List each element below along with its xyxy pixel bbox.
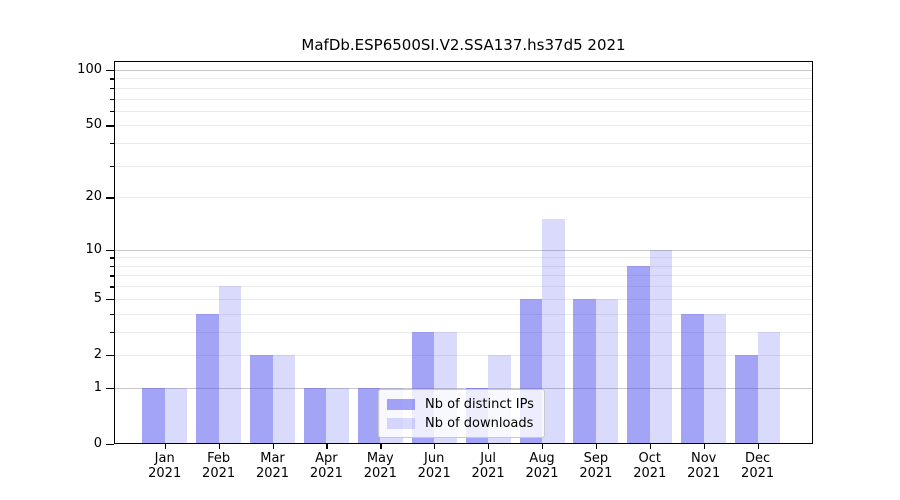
x-tick-label-mar: Mar 2021 (255, 451, 290, 481)
bar-nov-distinct-ips (681, 313, 704, 444)
x-tick-mark (757, 444, 759, 449)
bar-sep-distinct-ips (573, 298, 596, 444)
plot-area (114, 61, 813, 445)
minor-gridline (114, 313, 813, 315)
x-tick-mark (272, 444, 274, 449)
y-minor-tick-mark (110, 143, 114, 145)
y-tick-label: 10 (85, 241, 102, 257)
bar-oct-downloads (649, 249, 673, 444)
x-tick-mark (434, 444, 436, 449)
y-tick-label: 5 (93, 290, 102, 306)
bar-may-distinct-ips (357, 387, 381, 444)
bar-feb-downloads (218, 286, 242, 444)
y-tick-label: 20 (85, 189, 102, 205)
y-tick-mark (106, 69, 114, 72)
x-tick-mark (703, 444, 705, 449)
x-tick-label-nov: Nov 2021 (687, 451, 721, 481)
x-tick-mark (488, 444, 490, 449)
y-tick-mark (106, 125, 114, 127)
x-tick-label-apr: Apr 2021 (309, 451, 343, 481)
y-minor-tick-mark (110, 87, 114, 90)
y-tick-label: 50 (85, 117, 102, 133)
minor-gridline (114, 331, 813, 333)
major-gridline (114, 69, 813, 71)
y-minor-tick-mark (110, 313, 114, 315)
major-gridline (114, 387, 813, 389)
minor-gridline (114, 265, 813, 267)
y-tick-mark (106, 387, 114, 390)
legend-swatch-downloads (387, 417, 415, 429)
minor-gridline (114, 143, 813, 145)
bar-oct-distinct-ips (627, 265, 650, 444)
bar-aug-downloads (542, 219, 565, 444)
minor-gridline (114, 98, 813, 100)
x-tick-label-dec: Dec 2021 (741, 451, 775, 481)
y-minor-tick-mark (110, 165, 114, 167)
x-tick-label-jun: Jun 2021 (417, 451, 451, 481)
y-tick-label: 0 (93, 436, 102, 451)
legend-item-downloads: Nb of downloads (387, 416, 536, 431)
y-tick-mark (106, 298, 114, 301)
minor-gridline (114, 165, 813, 167)
y-minor-tick-mark (110, 78, 114, 80)
x-tick-label-jan: Jan 2021 (148, 451, 182, 481)
x-tick-mark (542, 444, 544, 449)
y-tick-mark (106, 249, 114, 251)
legend-label-distinct-ips: Nb of distinct IPs (425, 396, 534, 412)
x-tick-label-sep: Sep 2021 (579, 451, 613, 481)
x-tick-mark (595, 444, 598, 449)
x-tick-mark (326, 444, 328, 449)
minor-gridline (114, 298, 813, 300)
legend: Nb of distinct IPs Nb of downloads (378, 389, 545, 438)
minor-gridline (114, 197, 813, 199)
legend-item-distinct-ips: Nb of distinct IPs (387, 397, 536, 412)
y-minor-tick-mark (110, 331, 114, 333)
x-tick-label-feb: Feb 2021 (202, 451, 236, 481)
bar-dec-distinct-ips (735, 354, 758, 444)
bar-sep-downloads (595, 298, 619, 444)
bar-apr-distinct-ips (303, 387, 327, 444)
minor-gridline (114, 257, 813, 259)
minor-gridline (114, 275, 813, 277)
bar-nov-downloads (703, 313, 727, 444)
chart-title: MafDb.ESP6500SI.V2.SSA137.hs37d5 2021 (301, 36, 626, 54)
bar-jan-downloads (164, 387, 188, 444)
minor-gridline (114, 110, 813, 112)
y-tick-label: 100 (77, 61, 102, 77)
x-tick-label-oct: Oct 2021 (633, 451, 667, 481)
bar-apr-downloads (326, 387, 349, 444)
y-tick-mark (106, 197, 114, 199)
y-tick-label: 1 (93, 379, 102, 395)
legend-label-downloads: Nb of downloads (425, 415, 534, 431)
x-tick-label-may: May 2021 (363, 451, 397, 481)
minor-gridline (114, 125, 813, 127)
y-minor-tick-mark (110, 257, 114, 259)
x-tick-mark (164, 444, 166, 449)
y-minor-tick-mark (110, 286, 114, 288)
y-tick-mark (106, 354, 114, 357)
x-tick-mark (380, 444, 382, 449)
y-tick-label: 2 (93, 346, 102, 362)
x-tick-label-jul: Jul 2021 (471, 451, 505, 481)
minor-gridline (114, 87, 813, 89)
y-minor-tick-mark (110, 265, 114, 268)
y-minor-tick-mark (110, 275, 114, 277)
bar-jan-distinct-ips (142, 387, 165, 444)
bar-feb-distinct-ips (196, 313, 219, 444)
x-tick-label-aug: Aug 2021 (525, 451, 559, 481)
minor-gridline (114, 354, 813, 356)
bar-dec-downloads (757, 331, 781, 444)
bar-mar-downloads (272, 354, 295, 444)
y-tick-mark (106, 444, 114, 446)
legend-swatch-distinct-ips (387, 398, 415, 410)
bar-mar-distinct-ips (250, 354, 273, 444)
y-minor-tick-mark (110, 110, 114, 113)
y-minor-tick-mark (110, 98, 114, 100)
minor-gridline (114, 286, 813, 288)
minor-gridline (114, 78, 813, 80)
x-tick-mark (649, 444, 652, 449)
x-tick-mark (218, 444, 220, 449)
major-gridline (114, 249, 813, 251)
